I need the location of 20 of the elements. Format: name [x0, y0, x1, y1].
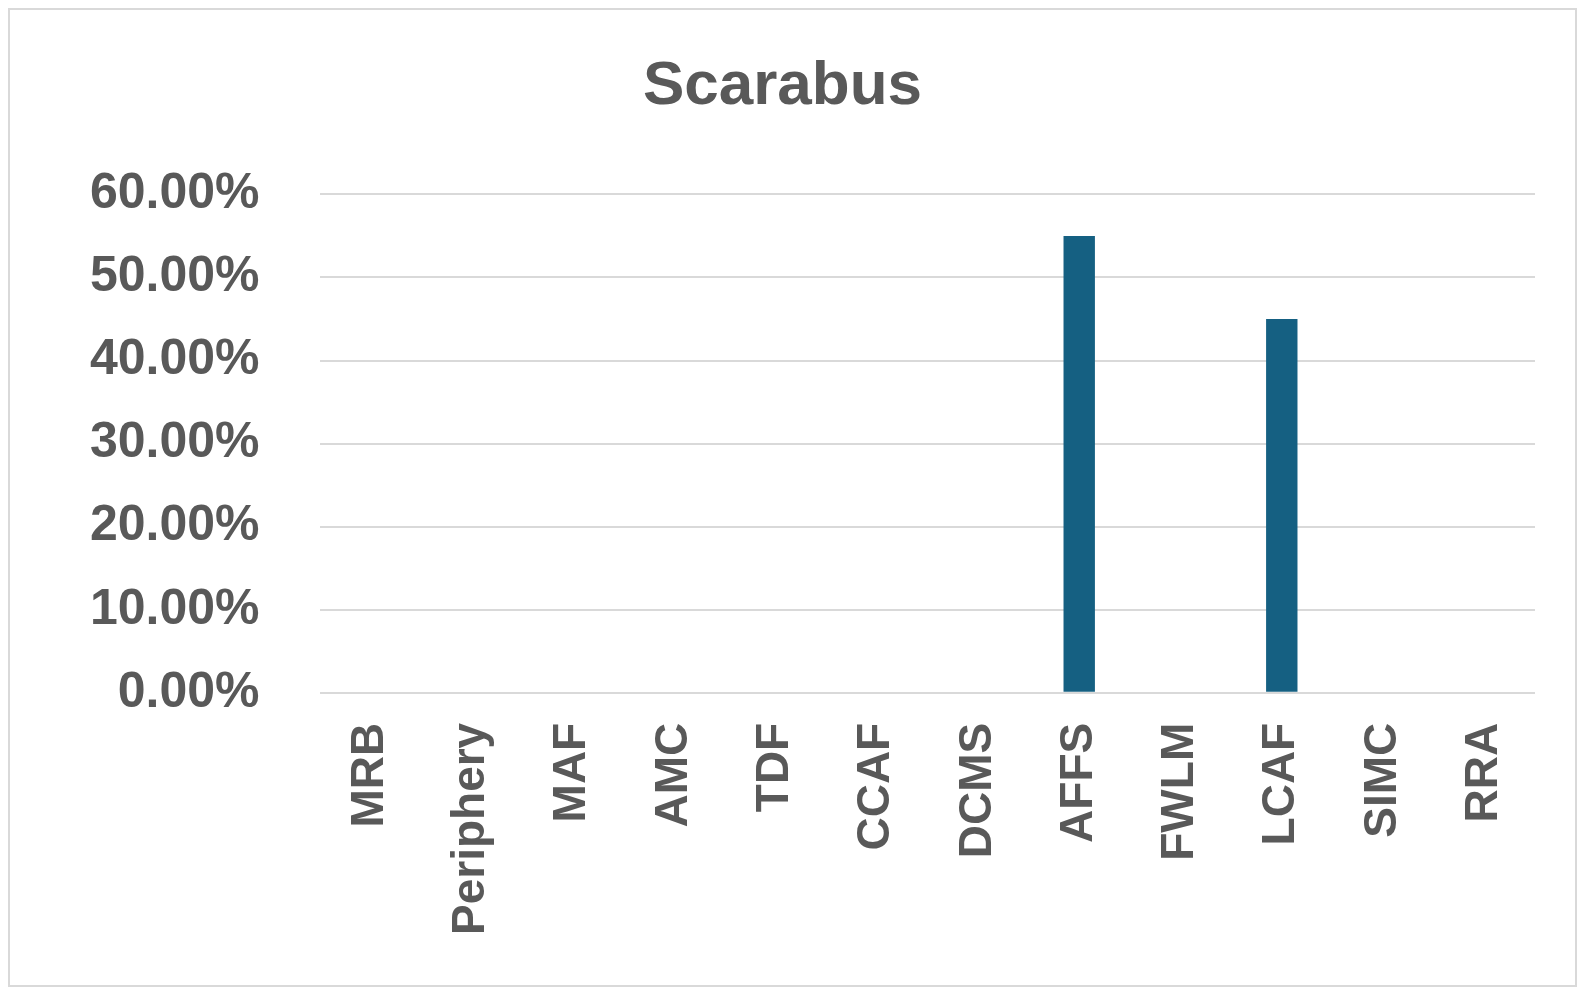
x-tick-label: LCAF	[1252, 722, 1305, 846]
chart-title: Scarabus	[642, 48, 923, 118]
x-tick-label: MAF	[543, 722, 596, 823]
x-tick-label: Periphery	[442, 722, 495, 936]
x-tick-label: FWLM	[1151, 722, 1204, 861]
y-tick-label: 60.00%	[89, 163, 260, 220]
y-tick-label: 40.00%	[89, 329, 260, 386]
y-tick-label: 50.00%	[89, 246, 260, 303]
x-tick-label: TDF	[746, 722, 799, 813]
x-tick-label: SIMC	[1353, 722, 1406, 838]
x-tick-label: CCAF	[847, 722, 900, 851]
y-tick-label: 0.00%	[117, 661, 260, 718]
x-tick-label: DCMS	[948, 722, 1001, 859]
x-tick-label: MRB	[340, 722, 393, 828]
x-tick-label: RRA	[1455, 722, 1508, 823]
x-tick-label: AFFS	[1049, 722, 1102, 843]
y-tick-label: 10.00%	[89, 578, 260, 635]
y-tick-label: 20.00%	[89, 495, 260, 552]
y-tick-label: 30.00%	[89, 412, 260, 469]
x-tick-label: AMC	[644, 722, 697, 828]
